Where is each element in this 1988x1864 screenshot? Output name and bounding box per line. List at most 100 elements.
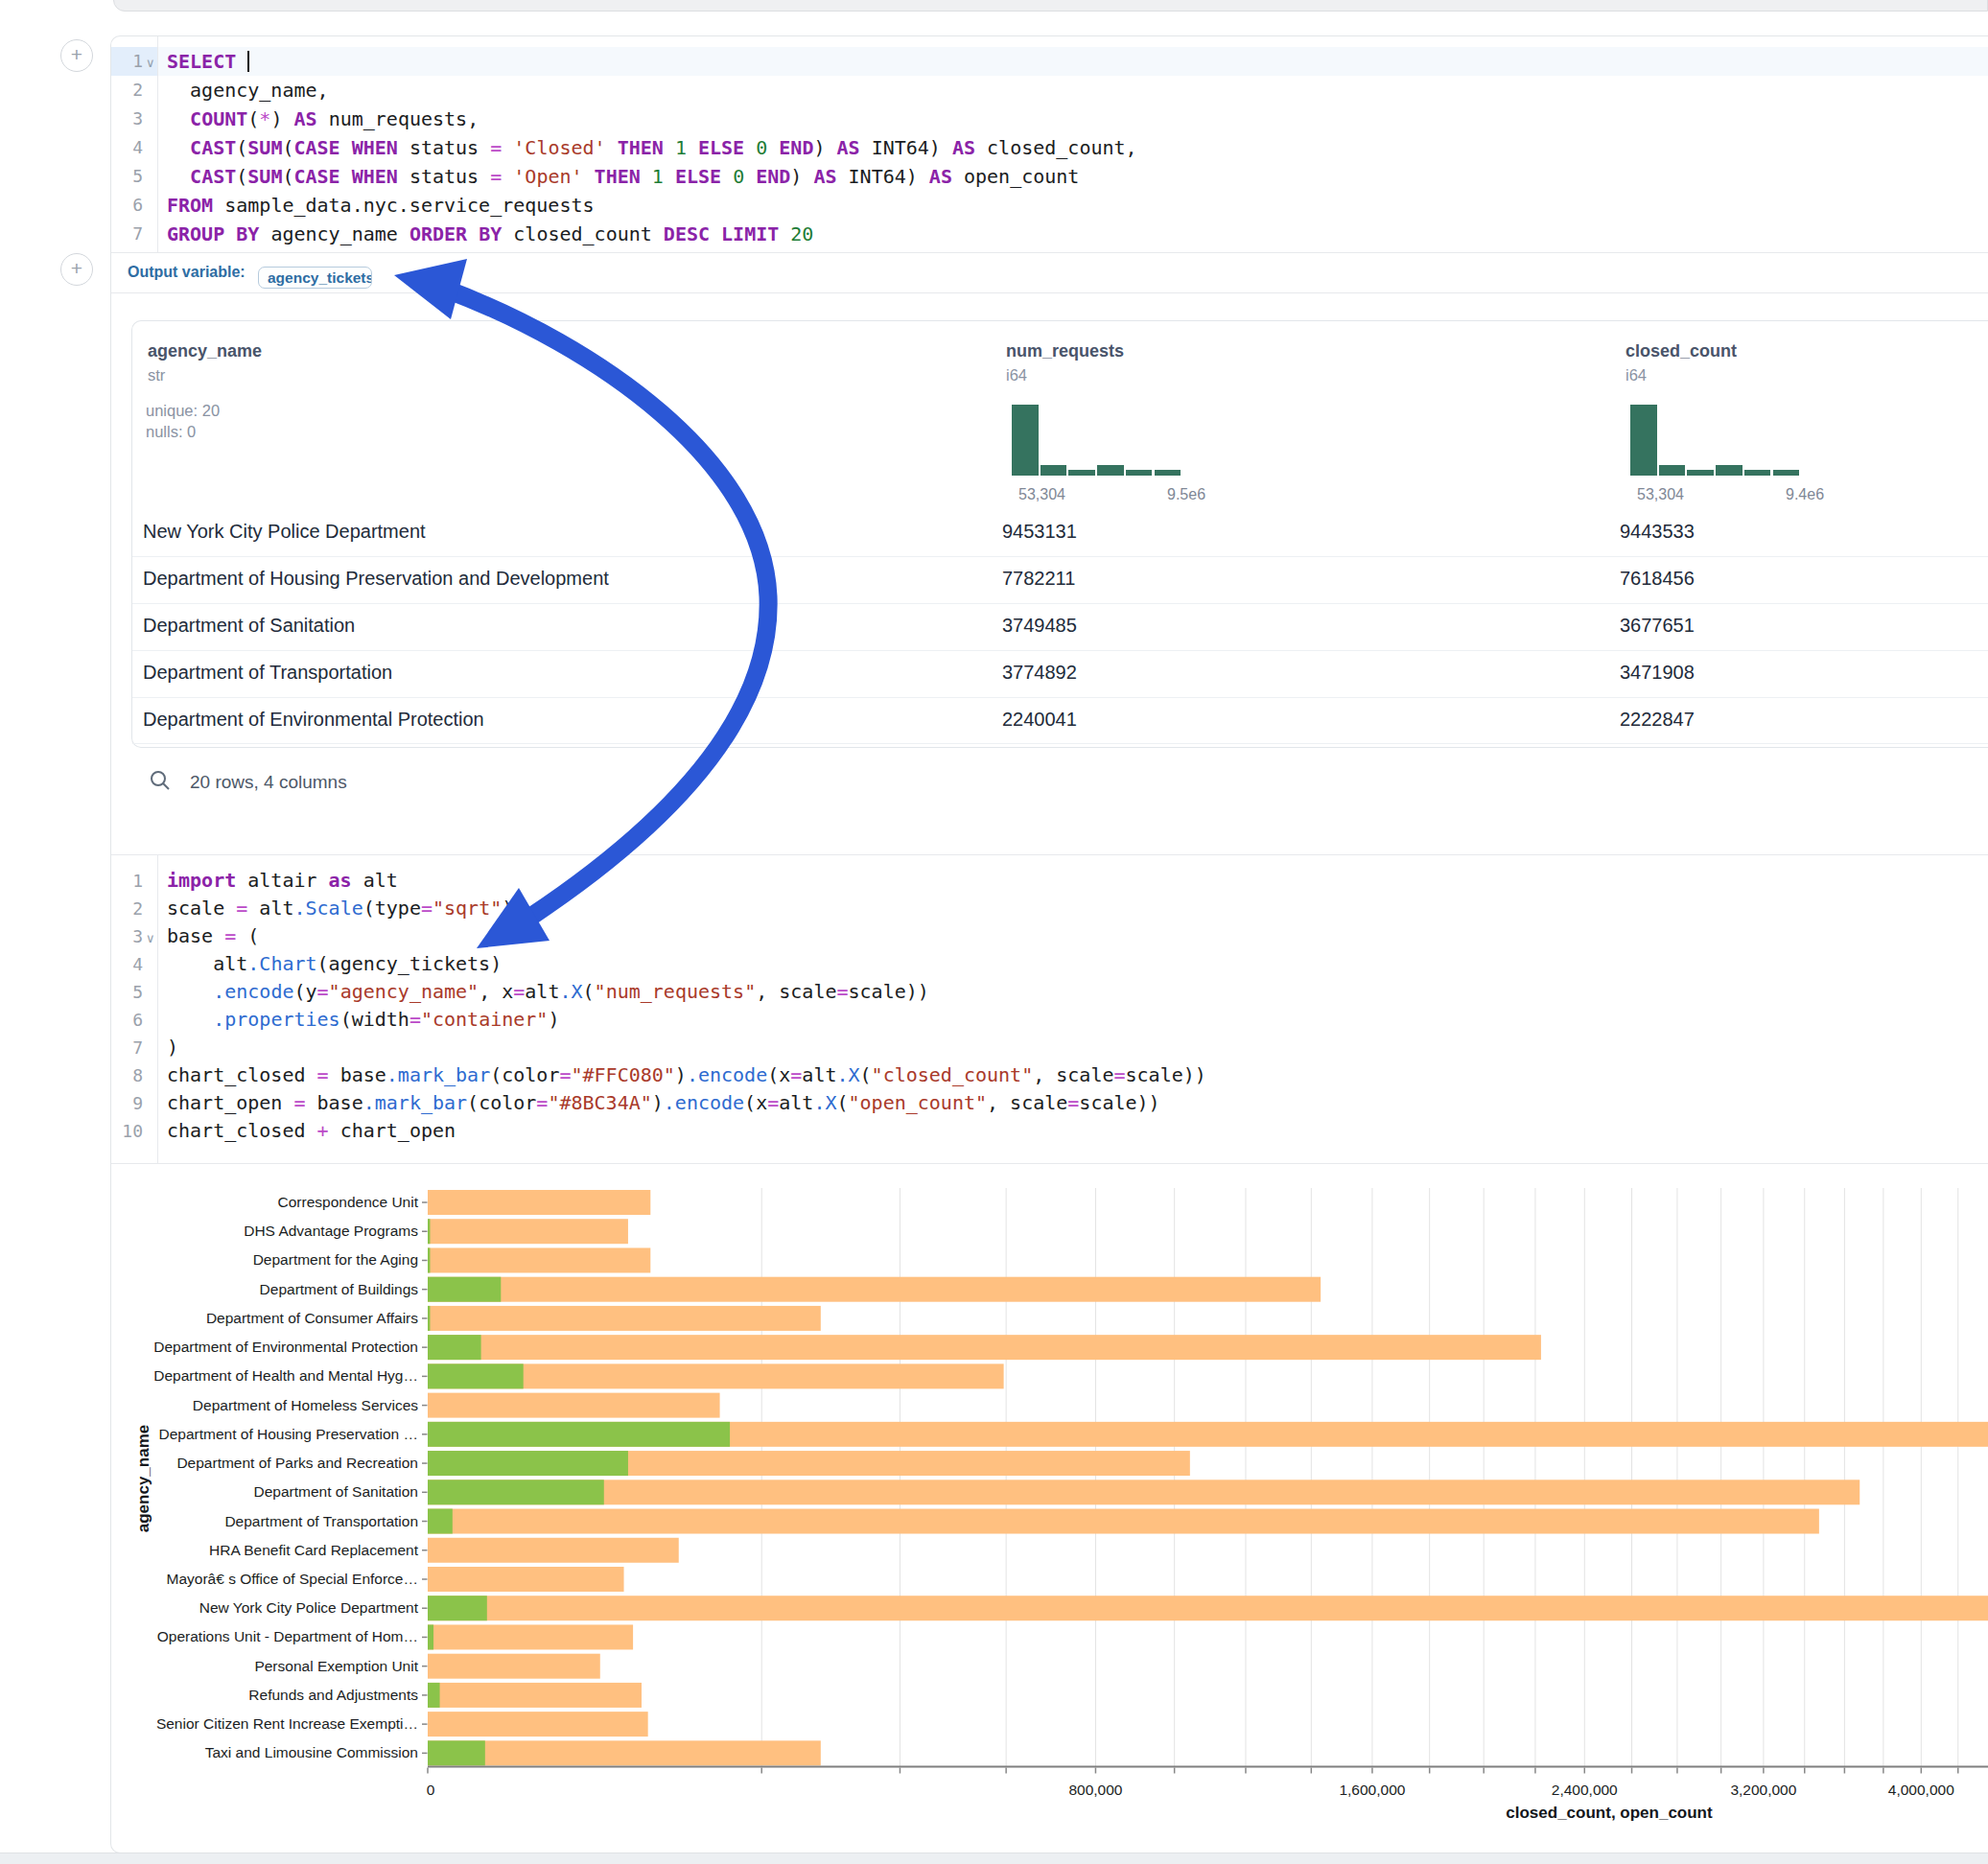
x-axis-tick-label: 3,200,000 — [1730, 1782, 1796, 1798]
bar-closed — [428, 1306, 821, 1331]
table-cell: Department of Housing Preservation and D… — [143, 568, 609, 590]
code-line[interactable]: agency_name, — [167, 76, 329, 105]
column-type: i64 — [1006, 366, 1027, 384]
bar-closed — [428, 1190, 650, 1215]
table-cell: Department of Transportation — [143, 662, 392, 684]
column-type: str — [148, 366, 165, 384]
bar-closed — [428, 1480, 1859, 1504]
code-line[interactable]: scale = alt.Scale(type="sqrt") — [167, 895, 513, 922]
y-axis-label: Department of Parks and Recreation — [176, 1455, 418, 1471]
bar-closed — [428, 1219, 628, 1244]
bar-open — [428, 1480, 604, 1504]
add-cell-button-top[interactable]: + — [60, 39, 93, 72]
y-axis-label: HRA Benefit Card Replacement — [209, 1542, 419, 1558]
table-cell: 3677651 — [1620, 615, 1695, 637]
hist-max-label: 9.4e6 — [1786, 486, 1824, 503]
bar-open — [428, 1740, 485, 1765]
histogram-bin — [1126, 470, 1153, 476]
code-line[interactable]: FROM sample_data.nyc.service_requests — [167, 191, 595, 220]
column-histogram — [1012, 405, 1182, 476]
bar-open — [428, 1247, 430, 1272]
table-row[interactable]: Department of Environmental Protection22… — [132, 697, 1988, 745]
bar-closed — [428, 1712, 648, 1736]
bar-open — [428, 1596, 487, 1620]
previous-cell-edge — [113, 0, 1988, 12]
code-line[interactable]: SELECT — [167, 47, 249, 76]
code-line[interactable]: CAST(SUM(CASE WHEN status = 'Open' THEN … — [167, 162, 1079, 191]
code-line[interactable]: chart_closed = base.mark_bar(color="#FFC… — [167, 1061, 1206, 1089]
code-line[interactable]: COUNT(*) AS num_requests, — [167, 105, 479, 133]
line-number: 4 — [111, 954, 143, 974]
bar-closed — [428, 1509, 1819, 1534]
column-header[interactable]: agency_name — [148, 341, 262, 361]
bar-closed — [428, 1654, 600, 1679]
bar-open — [428, 1219, 430, 1244]
bar-closed — [428, 1740, 821, 1765]
y-axis-label: Department of Homeless Services — [193, 1397, 418, 1413]
code-line[interactable]: base = ( — [167, 922, 259, 950]
divider — [111, 292, 1988, 293]
code-line[interactable]: chart_open = base.mark_bar(color="#8BC34… — [167, 1089, 1160, 1117]
line-number: 1 — [111, 51, 143, 71]
result-table: agency_namestrunique: 20nulls: 0num_requ… — [131, 320, 1988, 748]
table-row[interactable]: Department of Housing Preservation and D… — [132, 556, 1988, 604]
sql-gutter-separator — [157, 36, 158, 252]
bar-open — [428, 1335, 481, 1360]
table-cell: Department of Sanitation — [143, 615, 355, 637]
table-row[interactable]: New York City Police Department945313194… — [132, 509, 1988, 557]
table-cell: 7782211 — [1002, 568, 1075, 590]
bar-closed — [428, 1538, 679, 1563]
code-line[interactable]: import altair as alt — [167, 867, 398, 895]
code-line[interactable]: alt.Chart(agency_tickets) — [167, 950, 502, 978]
column-header[interactable]: num_requests — [1006, 341, 1124, 361]
python-gutter-separator — [157, 854, 158, 1163]
histogram-bin — [1659, 465, 1686, 476]
search-icon[interactable] — [148, 768, 173, 793]
y-axis-label: Department of Consumer Affairs — [206, 1310, 418, 1326]
hist-min-label: 53,304 — [1637, 486, 1684, 503]
y-axis-label: DHS Advantage Programs — [244, 1223, 418, 1239]
line-number: 7 — [111, 1037, 143, 1058]
code-line[interactable]: .encode(y="agency_name", x=alt.X("num_re… — [167, 978, 929, 1006]
bar-open — [428, 1277, 501, 1302]
hist-min-label: 53,304 — [1018, 486, 1065, 503]
table-footer: 20 rows, 4 columns — [190, 772, 347, 793]
line-number: 2 — [111, 80, 143, 100]
bar-open — [428, 1624, 433, 1649]
column-stat: nulls: 0 — [146, 423, 196, 441]
table-row[interactable]: Department of Sanitation 3749485 3677651 — [132, 603, 1988, 651]
code-line[interactable]: CAST(SUM(CASE WHEN status = 'Closed' THE… — [167, 133, 1137, 162]
line-number: 7 — [111, 223, 143, 244]
bar-closed — [428, 1247, 650, 1272]
page-bottom-strip — [0, 1852, 1988, 1864]
line-number: 2 — [111, 898, 143, 919]
code-line[interactable]: GROUP BY agency_name ORDER BY closed_cou… — [167, 220, 813, 248]
line-number: 6 — [111, 195, 143, 215]
bar-open — [428, 1509, 453, 1534]
table-cell: 9453131 — [1002, 521, 1077, 543]
y-axis-label: Senior Citizen Rent Increase Exempti… — [156, 1715, 418, 1732]
x-axis-tick-label: 2,400,000 — [1552, 1782, 1618, 1798]
table-cell: 3774892 — [1002, 662, 1077, 684]
table-cell: 9443533 — [1620, 521, 1695, 543]
table-row[interactable]: Department of Transportation377489234719… — [132, 650, 1988, 698]
y-axis-label: Correspondence Unit — [278, 1194, 419, 1210]
code-line[interactable]: .properties(width="container") — [167, 1006, 559, 1034]
code-line[interactable]: ) — [167, 1034, 178, 1061]
bar-open — [428, 1363, 524, 1388]
histogram-bin — [1041, 465, 1067, 476]
add-cell-button-middle[interactable]: + — [60, 253, 93, 286]
line-number: 3 — [111, 926, 143, 946]
fold-chevron-icon[interactable]: ∨ — [146, 931, 155, 945]
y-axis-label: Department of Health and Mental Hyg… — [153, 1367, 418, 1384]
table-cell: 3749485 — [1002, 615, 1077, 637]
fold-chevron-icon[interactable]: ∨ — [146, 56, 155, 70]
code-line[interactable]: chart_closed + chart_open — [167, 1117, 456, 1145]
sql-active-line-highlight — [157, 47, 1988, 76]
bar-closed — [428, 1393, 720, 1418]
bar-chart: Correspondence Unit DHS Advantage Program… — [0, 1162, 1988, 1852]
column-header[interactable]: closed_count — [1625, 341, 1737, 361]
output-variable-chip[interactable]: agency_tickets — [258, 267, 372, 289]
y-axis-label: Department of Transportation — [224, 1513, 418, 1529]
y-axis-label: Department of Environmental Protection — [153, 1339, 418, 1355]
